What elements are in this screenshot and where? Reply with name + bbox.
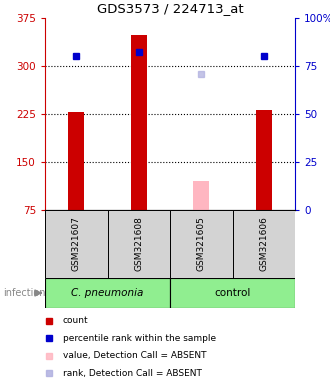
Bar	[108, 210, 170, 278]
Text: GSM321605: GSM321605	[197, 217, 206, 271]
Text: control: control	[214, 288, 251, 298]
Text: percentile rank within the sample: percentile rank within the sample	[63, 334, 216, 343]
Bar	[68, 112, 84, 210]
Bar	[45, 210, 108, 278]
Text: value, Detection Call = ABSENT: value, Detection Call = ABSENT	[63, 351, 206, 360]
Text: count: count	[63, 316, 88, 325]
Bar	[233, 210, 295, 278]
Text: rank, Detection Call = ABSENT: rank, Detection Call = ABSENT	[63, 369, 202, 378]
Bar	[256, 109, 272, 210]
Text: C. pneumonia: C. pneumonia	[71, 288, 144, 298]
Bar	[131, 35, 147, 210]
Text: GSM321608: GSM321608	[134, 217, 143, 271]
Text: infection: infection	[3, 288, 46, 298]
Title: GDS3573 / 224713_at: GDS3573 / 224713_at	[97, 2, 243, 15]
Bar	[170, 278, 295, 308]
Text: GSM321607: GSM321607	[72, 217, 81, 271]
Bar	[170, 210, 233, 278]
Bar	[193, 181, 209, 210]
Text: GSM321606: GSM321606	[259, 217, 268, 271]
Bar	[45, 278, 170, 308]
